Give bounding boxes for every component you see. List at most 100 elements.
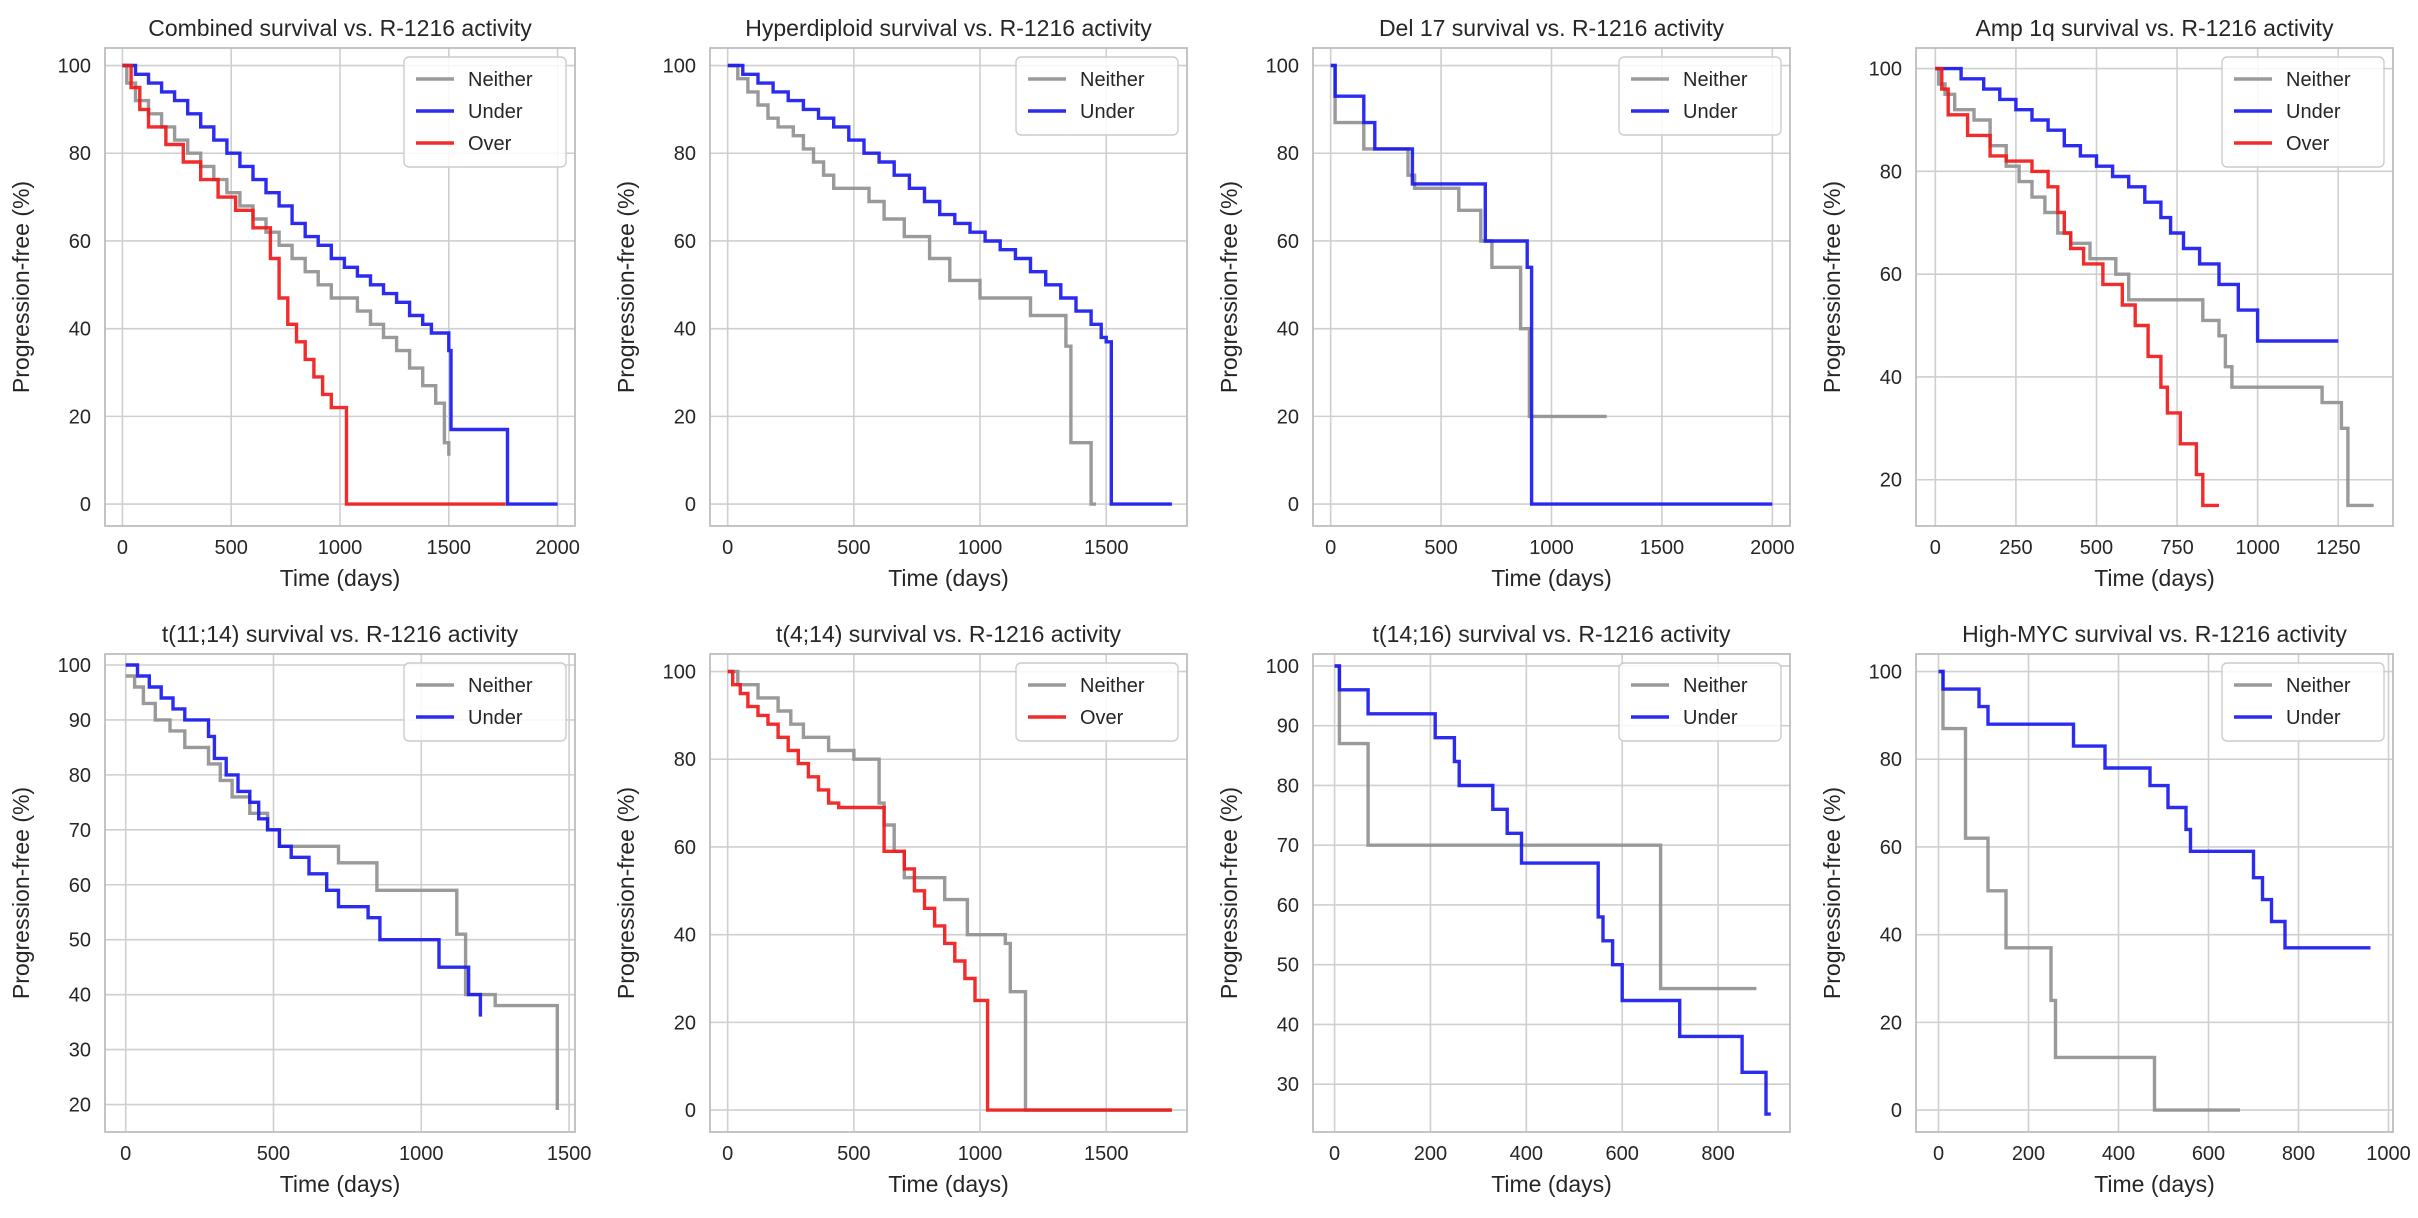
legend-label-under: Under	[2286, 707, 2341, 729]
x-tick-label: 800	[1701, 1143, 1734, 1165]
chart-title: High-MYC survival vs. R-1216 activity	[1962, 621, 2347, 647]
x-tick-label: 250	[1999, 537, 2032, 559]
legend-label-neither: Neither	[468, 69, 533, 91]
y-tick-label: 90	[69, 710, 91, 732]
y-tick-label: 80	[1277, 775, 1299, 797]
legend-label-under: Under	[1683, 101, 1738, 123]
x-tick-label: 1000	[318, 537, 363, 559]
x-tick-label: 500	[257, 1143, 290, 1165]
chart-panel-3: 0 500 1000 1500 2000020406080100Del 17 survi…	[1216, 15, 1795, 591]
legend-label-neither: Neither	[2286, 675, 2351, 697]
legend-label-under: Under	[468, 101, 523, 123]
x-tick-label: 1000	[958, 1143, 1003, 1165]
legend-label-under: Under	[1080, 101, 1135, 123]
y-tick-label: 100	[1266, 656, 1299, 678]
chart-panel-4: 0 250 500 750 1000 1250 20 40 60 80 100 Amp 1q surv…	[1819, 15, 2393, 591]
y-tick-label: 40	[1880, 367, 1902, 389]
y-tick-label: 20	[69, 1095, 91, 1117]
x-tick-label: 0	[722, 1143, 733, 1165]
y-tick-label: 60	[1277, 231, 1299, 253]
x-tick-label: 0	[117, 537, 128, 559]
x-tick-label: 1500	[547, 1143, 592, 1165]
y-tick-label: 60	[674, 837, 696, 859]
x-tick-label: 2000	[1750, 537, 1795, 559]
y-tick-label: 60	[1277, 895, 1299, 917]
x-tick-label: 500	[1424, 537, 1457, 559]
y-axis-label: Progression-free (%)	[1819, 787, 1845, 999]
x-tick-label: 1000	[958, 537, 1003, 559]
y-axis-label: Progression-free (%)	[613, 181, 639, 393]
legend: NeitherUnderOver	[404, 57, 566, 167]
y-tick-label: 80	[674, 749, 696, 771]
y-tick-label: 30	[69, 1040, 91, 1062]
y-tick-label: 0	[685, 1100, 696, 1122]
y-tick-label: 100	[58, 655, 91, 677]
x-tick-label: 1500	[1084, 1143, 1129, 1165]
legend-label-neither: Neither	[1683, 675, 1748, 697]
y-tick-label: 0	[1891, 1100, 1902, 1122]
y-axis-label: Progression-free (%)	[8, 181, 34, 393]
x-tick-label: 0	[1325, 537, 1336, 559]
x-tick-label: 400	[1510, 1143, 1543, 1165]
y-tick-label: 40	[674, 319, 696, 341]
y-axis-label: Progression-free (%)	[1819, 181, 1845, 393]
y-tick-label: 0	[80, 494, 91, 516]
x-tick-label: 1500	[1084, 537, 1129, 559]
chart-title: Amp 1q survival vs. R-1216 activity	[1976, 15, 2334, 41]
x-tick-label: 0	[1930, 537, 1941, 559]
y-tick-label: 40	[69, 985, 91, 1007]
legend: Neither Under	[404, 663, 566, 741]
y-axis-label: Progression-free (%)	[1216, 181, 1242, 393]
legend: Neither Under	[1619, 57, 1781, 135]
y-tick-label: 60	[674, 231, 696, 253]
y-tick-label: 80	[674, 143, 696, 165]
x-axis-label: Time (days)	[280, 1171, 401, 1197]
y-tick-label: 20	[1880, 470, 1902, 492]
x-axis-label: Time (days)	[888, 565, 1009, 591]
y-tick-label: 40	[69, 319, 91, 341]
legend: Neither Under	[1016, 57, 1178, 135]
y-tick-label: 0	[1288, 494, 1299, 516]
y-tick-label: 100	[663, 56, 696, 78]
x-tick-label: 1000	[2366, 1143, 2411, 1165]
x-tick-label: 500	[837, 1143, 870, 1165]
x-tick-label: 1000	[2235, 537, 2280, 559]
x-tick-label: 750	[2160, 537, 2193, 559]
y-tick-label: 60	[1880, 837, 1902, 859]
x-tick-label: 200	[1414, 1143, 1447, 1165]
chart-title: t(14;16) survival vs. R-1216 activity	[1373, 621, 1731, 647]
x-axis-label: Time (days)	[2094, 565, 2215, 591]
legend: Neither Under	[1619, 663, 1781, 741]
legend-label-under: Under	[2286, 101, 2341, 123]
chart-panel-1: 0 500 1000 1500 2000 0 20 40 60 80 100 Combined sur…	[8, 15, 580, 591]
y-tick-label: 60	[69, 875, 91, 897]
y-tick-label: 50	[1277, 955, 1299, 977]
x-tick-label: 500	[837, 537, 870, 559]
y-tick-label: 70	[69, 820, 91, 842]
x-axis-label: Time (days)	[1491, 565, 1612, 591]
x-tick-label: 600	[1606, 1143, 1639, 1165]
y-tick-label: 20	[1880, 1012, 1902, 1034]
chart-panel-6: 0 500 1000 1500020406080100t(4;14) survival…	[613, 621, 1187, 1197]
legend-label-over: Over	[1080, 707, 1124, 729]
x-tick-label: 1500	[1640, 537, 1685, 559]
x-tick-label: 200	[2012, 1143, 2045, 1165]
x-tick-label: 500	[215, 537, 248, 559]
x-tick-label: 0	[120, 1143, 131, 1165]
y-tick-label: 100	[1266, 56, 1299, 78]
x-tick-label: 1250	[2316, 537, 2361, 559]
x-tick-label: 600	[2192, 1143, 2225, 1165]
legend-label-over: Over	[2286, 133, 2330, 155]
chart-panel-5: 0 500 1000 15002030405060708090100t(11;14) …	[8, 621, 591, 1197]
y-tick-label: 100	[1869, 662, 1902, 684]
y-tick-label: 80	[69, 765, 91, 787]
y-axis-label: Progression-free (%)	[1216, 787, 1242, 999]
x-axis-label: Time (days)	[1491, 1171, 1612, 1197]
y-tick-label: 40	[674, 925, 696, 947]
x-tick-label: 500	[2080, 537, 2113, 559]
y-axis-label: Progression-free (%)	[613, 787, 639, 999]
y-tick-label: 20	[674, 1012, 696, 1034]
y-tick-label: 40	[1277, 1014, 1299, 1036]
y-tick-label: 90	[1277, 716, 1299, 738]
x-axis-label: Time (days)	[280, 565, 401, 591]
